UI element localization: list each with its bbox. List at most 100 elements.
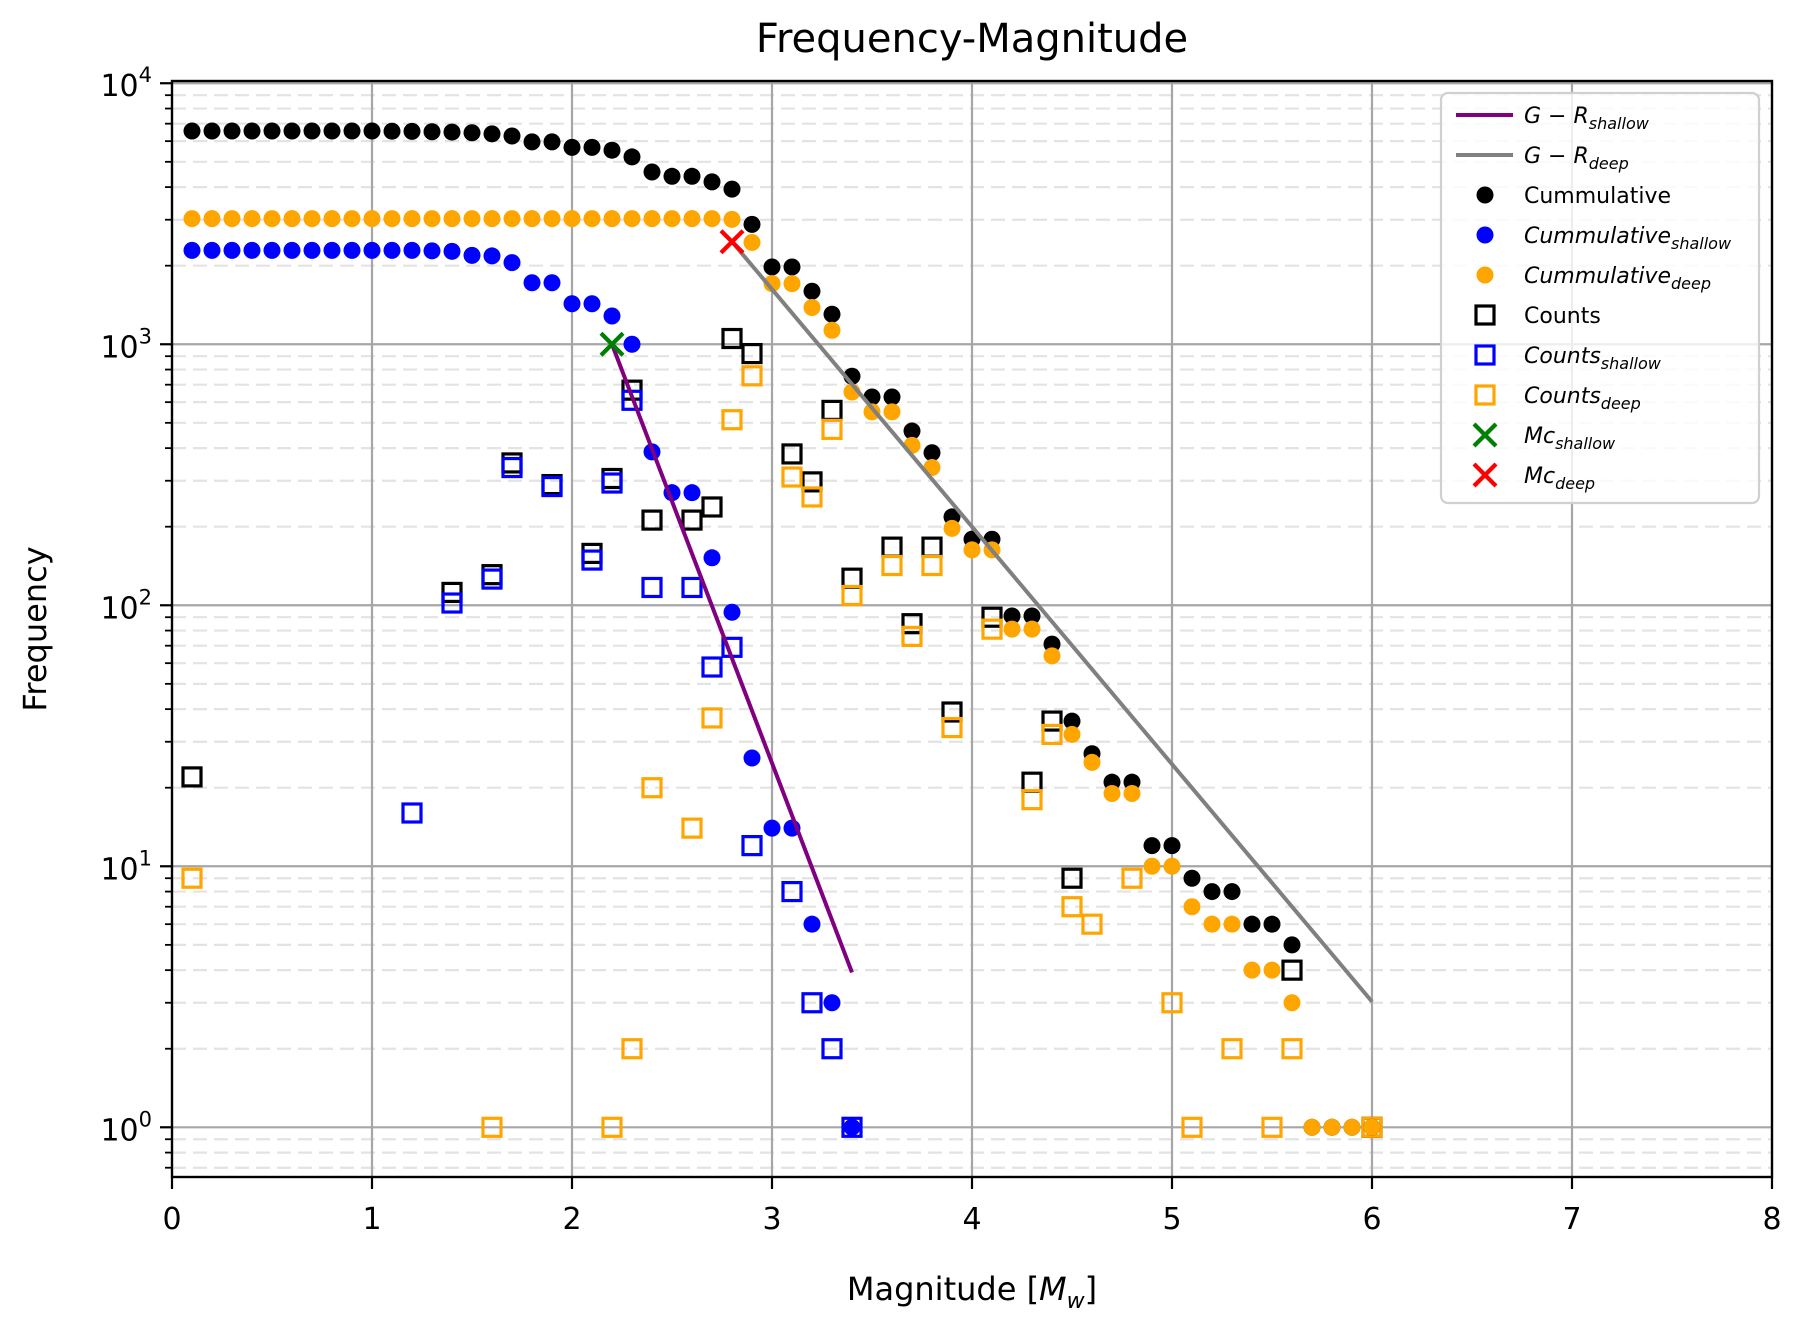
legend-label-subscript: deep (1555, 474, 1595, 493)
data-point-cumulative-deep (1243, 961, 1261, 979)
data-point-counts-deep (1181, 1116, 1203, 1138)
data-point-counts-deep (841, 584, 863, 607)
data-point-counts-shallow (841, 1116, 863, 1138)
data-point-cumulative (483, 125, 501, 143)
data-point-cumulative-deep (1043, 647, 1061, 665)
data-point-counts-shallow (821, 1038, 843, 1060)
data-point-cumulative-shallow (463, 246, 481, 264)
data-point-counts-deep (181, 867, 203, 889)
data-point-counts-deep (601, 1116, 623, 1138)
data-point-counts-deep (1281, 1038, 1303, 1060)
data-point-counts-shallow (741, 835, 763, 857)
data-point-cumulative-shallow (803, 915, 821, 933)
data-point-cumulative-deep (763, 275, 781, 293)
legend-label-main: Mc (1524, 464, 1555, 489)
data-point-cumulative-deep (1323, 1118, 1341, 1136)
data-point-cumulative-shallow (703, 549, 721, 567)
data-point-counts-shallow (641, 576, 663, 599)
data-point-cumulative (283, 122, 301, 140)
legend-label: G − Rdeep (1524, 144, 1629, 173)
data-point-cumulative (403, 122, 421, 140)
x-tick-label: 7 (1562, 1202, 1581, 1237)
legend-label-main: Cummulative (1524, 184, 1671, 209)
y-tick-label: 102 (100, 585, 152, 626)
data-point-cumulative-deep (603, 210, 621, 228)
data-point-cumulative (583, 138, 601, 156)
marker-mc-deep (719, 229, 745, 255)
legend-square-swatch (1474, 304, 1496, 326)
x-tick-label: 1 (362, 1202, 381, 1237)
data-point-cumulative-shallow (323, 241, 341, 259)
data-point-cumulative-shallow (183, 241, 201, 259)
data-point-counts (941, 701, 963, 723)
data-point-cumulative-deep (823, 321, 841, 339)
data-point-counts-deep (481, 1116, 503, 1138)
y-tick-label: 103 (100, 324, 152, 365)
legend-dot-swatch (1476, 266, 1494, 284)
data-point-cumulative (203, 122, 221, 140)
data-point-cumulative-deep (1183, 898, 1201, 916)
data-point-counts-deep (641, 777, 663, 799)
x-tick-label: 0 (162, 1202, 181, 1237)
data-point-cumulative-deep (283, 210, 301, 228)
data-point-counts-shallow (701, 656, 723, 678)
data-point-cumulative-deep (1063, 725, 1081, 743)
data-point-cumulative-deep (443, 210, 461, 228)
data-point-cumulative-deep (383, 210, 401, 228)
data-point-cumulative-shallow (223, 241, 241, 259)
data-point-cumulative-deep (1263, 961, 1281, 979)
data-point-counts (501, 452, 523, 474)
data-point-counts-shallow (781, 880, 803, 903)
marker-mc-shallow (599, 331, 625, 357)
x-mark-stroke (599, 331, 625, 357)
legend-label: Countsdeep (1524, 384, 1641, 413)
data-point-cumulative (1043, 635, 1061, 653)
legend-label-subscript: shallow (1589, 114, 1650, 133)
data-point-counts-deep (1061, 896, 1083, 918)
legend-label-subscript: shallow (1601, 354, 1662, 373)
legend-label-main: Cummulative (1524, 264, 1671, 289)
data-point-counts (441, 581, 463, 604)
data-point-cumulative (1063, 712, 1081, 730)
legend-label-main: Counts (1524, 344, 1601, 369)
data-point-cumulative-shallow (503, 254, 521, 272)
x-tick-label: 5 (1162, 1202, 1181, 1237)
data-point-cumulative-deep (1163, 857, 1181, 875)
data-point-cumulative (323, 122, 341, 140)
data-point-cumulative-deep (1123, 785, 1141, 803)
data-point-counts (821, 399, 843, 421)
y-tick-exponent: 4 (139, 63, 152, 87)
data-point-cumulative (823, 305, 841, 323)
data-point-cumulative-shallow (683, 484, 701, 502)
data-point-counts-deep (901, 625, 923, 647)
y-tick-exponent: 3 (139, 324, 152, 348)
legend-label: Mcdeep (1524, 464, 1595, 493)
legend-square-swatch (1474, 344, 1496, 366)
data-point-cumulative-shallow (243, 241, 261, 259)
data-point-cumulative (663, 167, 681, 185)
x-tick-label: 4 (962, 1202, 981, 1237)
legend-item-mc-deep: Mcdeep (1472, 462, 1595, 493)
data-point-cumulative-deep (1023, 620, 1041, 638)
legend-label-main: Mc (1524, 424, 1555, 449)
legend-label-subscript: deep (1589, 154, 1629, 173)
data-point-cumulative-deep (523, 210, 541, 228)
data-point-counts-shallow (441, 592, 463, 614)
data-point-counts (581, 542, 603, 565)
data-point-cumulative-shallow (823, 994, 841, 1012)
data-point-counts (741, 342, 763, 365)
data-point-counts-deep (781, 466, 803, 488)
y-tick-base: 10 (100, 1113, 138, 1148)
legend-label-subscript: deep (1601, 394, 1641, 413)
data-point-cumulative-deep (883, 403, 901, 421)
data-point-counts-shallow (681, 576, 703, 599)
legend-item-counts-shallow: Countsshallow (1474, 344, 1662, 373)
legend-item-cumulative: Cummulative (1476, 184, 1671, 209)
data-point-cumulative-shallow (563, 295, 581, 313)
data-point-cumulative-deep (783, 275, 801, 293)
legend-label-main: Counts (1524, 384, 1601, 409)
legend-item-mc-shallow: Mcshallow (1472, 422, 1616, 453)
data-point-cumulative-deep (963, 541, 981, 559)
data-point-cumulative-shallow (263, 241, 281, 259)
data-point-cumulative (703, 173, 721, 191)
